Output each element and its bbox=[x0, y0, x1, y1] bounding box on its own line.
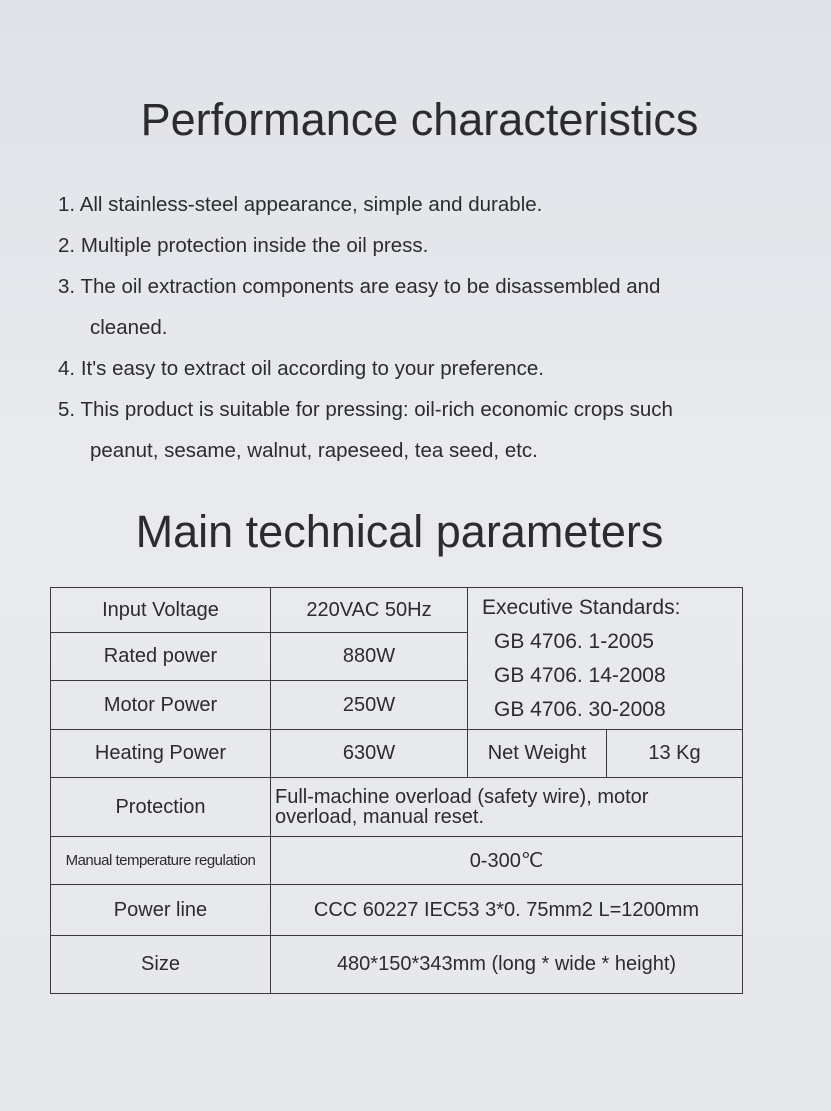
value-rated-power: 880W bbox=[270, 632, 468, 681]
list-item: 2. Multiple protection inside the oil pr… bbox=[58, 234, 429, 257]
label-power-line: Power line bbox=[50, 884, 271, 936]
table-row: Power line CCC 60227 IEC53 3*0. 75mm2 L=… bbox=[50, 884, 743, 936]
table-row: Input Voltage 220VAC 50Hz Executive Stan… bbox=[50, 587, 743, 730]
list-item: 4. It's easy to extract oil according to… bbox=[58, 357, 544, 380]
table-row: Protection Full-machine overload (safety… bbox=[50, 777, 743, 837]
table-row: Size 480*150*343mm (long * wide * height… bbox=[50, 935, 743, 994]
list-item: 1. All stainless-steel appearance, simpl… bbox=[58, 193, 543, 216]
table-row: Motor Power 250W bbox=[50, 680, 743, 730]
label-rated-power: Rated power bbox=[50, 632, 271, 681]
performance-title: Performance characteristics bbox=[140, 94, 699, 145]
list-item: 5. This product is suitable for pressing… bbox=[58, 398, 673, 421]
value-heating-power: 630W bbox=[270, 729, 468, 778]
label-motor-power: Motor Power bbox=[50, 680, 271, 730]
standards-label: Executive Standards: bbox=[482, 595, 681, 619]
label-input-voltage: Input Voltage bbox=[50, 587, 271, 633]
parameters-table: Input Voltage 220VAC 50Hz Executive Stan… bbox=[50, 587, 743, 994]
performance-list: 1. All stainless-steel appearance, simpl… bbox=[58, 184, 673, 471]
value-protection: Full-machine overload (safety wire), mot… bbox=[270, 777, 743, 837]
value-power-line: CCC 60227 IEC53 3*0. 75mm2 L=1200mm bbox=[270, 884, 743, 936]
value-motor-power: 250W bbox=[270, 680, 468, 730]
value-size: 480*150*343mm (long * wide * height) bbox=[270, 935, 743, 994]
table-row: Rated power 880W bbox=[50, 632, 743, 681]
table-row: Manual temperature regulation 0-300℃ bbox=[50, 836, 743, 885]
list-item-continuation: peanut, sesame, walnut, rapeseed, tea se… bbox=[90, 439, 538, 462]
label-heating-power: Heating Power bbox=[50, 729, 271, 778]
label-size: Size bbox=[50, 935, 271, 994]
label-temperature: Manual temperature regulation bbox=[50, 836, 271, 885]
value-temperature: 0-300℃ bbox=[270, 836, 743, 885]
protection-line: Full-machine overload (safety wire), mot… bbox=[275, 786, 649, 808]
standard-item: GB 4706. 1-2005 bbox=[494, 629, 654, 653]
value-net-weight: 13 Kg bbox=[606, 729, 743, 778]
label-net-weight: Net Weight bbox=[467, 729, 607, 778]
standard-item: GB 4706. 14-2008 bbox=[494, 663, 666, 687]
label-protection: Protection bbox=[50, 777, 271, 837]
table-row: Heating Power 630W Net Weight 13 Kg bbox=[50, 729, 743, 778]
list-item-continuation: cleaned. bbox=[90, 316, 168, 339]
value-input-voltage: 220VAC 50Hz bbox=[270, 587, 468, 633]
protection-line: overload, manual reset. bbox=[275, 806, 485, 828]
standard-item: GB 4706. 30-2008 bbox=[494, 697, 666, 721]
parameters-title: Main technical parameters bbox=[135, 506, 664, 557]
executive-standards: Executive Standards: GB 4706. 1-2005 GB … bbox=[467, 587, 743, 730]
list-item: 3. The oil extraction components are eas… bbox=[58, 275, 661, 298]
